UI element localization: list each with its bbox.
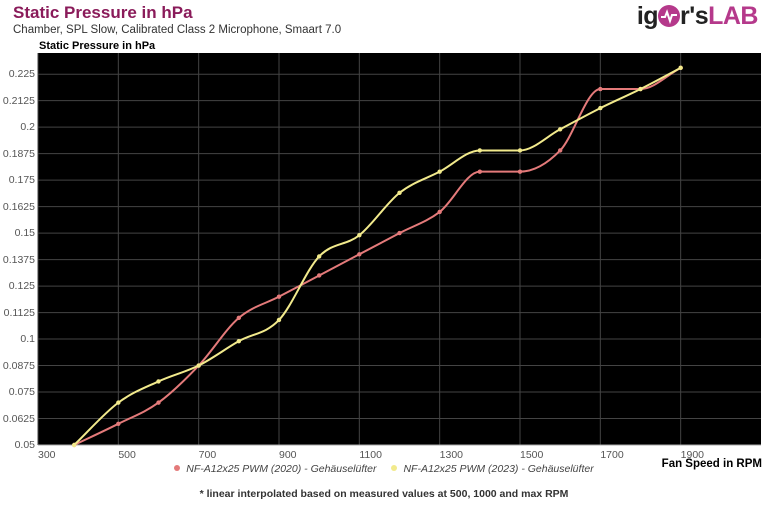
y-tick-label: 0.125 bbox=[8, 280, 35, 293]
logo-text-right: LAB bbox=[708, 2, 758, 30]
data-point[interactable] bbox=[437, 209, 442, 215]
x-tick-label: 700 bbox=[198, 449, 217, 461]
chart-title: Static Pressure in hPa bbox=[13, 3, 193, 22]
data-point[interactable] bbox=[71, 442, 77, 448]
data-point[interactable] bbox=[557, 127, 563, 132]
data-point[interactable] bbox=[316, 273, 322, 278]
data-point[interactable] bbox=[156, 400, 161, 405]
data-point[interactable] bbox=[316, 254, 322, 259]
y-tick-label: 0.15 bbox=[14, 227, 35, 240]
data-point[interactable] bbox=[276, 317, 282, 323]
data-point[interactable] bbox=[437, 169, 442, 174]
data-point[interactable] bbox=[557, 148, 563, 153]
y-tick-label: 0.2125 bbox=[2, 94, 35, 107]
data-point[interactable] bbox=[196, 363, 201, 368]
y-tick-label: 0.1125 bbox=[3, 306, 35, 319]
y-axis-label: Static Pressure in hPa bbox=[39, 40, 156, 52]
x-tick-label: 1100 bbox=[359, 449, 382, 461]
legend-marker-2020 bbox=[174, 465, 181, 471]
y-tick-label: 0.1625 bbox=[2, 200, 35, 213]
data-point[interactable] bbox=[517, 148, 523, 153]
y-tick-label: 0.075 bbox=[8, 386, 35, 399]
x-tick-label: 500 bbox=[118, 449, 136, 461]
x-axis-label: Fan Speed in RPM bbox=[661, 458, 762, 470]
data-point[interactable] bbox=[357, 252, 362, 257]
y-tick-label: 0.1875 bbox=[2, 147, 35, 160]
legend-item-2020[interactable]: NF-A12x25 PWM (2020) - Gehäuselüfter bbox=[174, 463, 377, 475]
data-point[interactable] bbox=[477, 169, 483, 174]
data-point[interactable] bbox=[477, 148, 483, 153]
data-point[interactable] bbox=[116, 421, 121, 427]
chart-subtitle: Chamber, SPL Slow, Calibrated Class 2 Mi… bbox=[13, 24, 342, 36]
legend-item-2023[interactable]: NF-A12x25 PWM (2023) - Gehäuselüfter bbox=[391, 463, 594, 475]
data-point[interactable] bbox=[598, 105, 603, 111]
data-point[interactable] bbox=[598, 86, 603, 92]
data-point[interactable] bbox=[236, 338, 242, 344]
data-point[interactable] bbox=[638, 86, 643, 92]
data-point[interactable] bbox=[397, 190, 402, 196]
y-tick-label: 0.2 bbox=[20, 121, 35, 134]
data-point[interactable] bbox=[156, 379, 161, 384]
logo-text-mid: r's bbox=[680, 2, 709, 30]
x-tick-label: 900 bbox=[279, 449, 297, 461]
data-point[interactable] bbox=[116, 400, 121, 405]
data-point[interactable] bbox=[678, 65, 683, 71]
y-tick-label: 0.05 bbox=[14, 439, 35, 451]
data-point[interactable] bbox=[236, 315, 242, 321]
x-tick-label: 1500 bbox=[520, 449, 544, 461]
x-tick-label: 300 bbox=[38, 449, 56, 461]
y-tick-label: 0.0875 bbox=[2, 359, 35, 372]
series-2023 bbox=[71, 65, 683, 448]
y-tick-label: 0.225 bbox=[8, 68, 35, 81]
igorslab-logo: ig r'sLAB bbox=[636, 2, 759, 31]
y-tick-label: 0.1 bbox=[20, 333, 35, 346]
legend-marker-2023 bbox=[391, 465, 398, 471]
x-tick-label: 1300 bbox=[439, 449, 464, 461]
footnote: * linear interpolated based on measured … bbox=[199, 488, 569, 500]
data-point[interactable] bbox=[517, 169, 523, 174]
data-point[interactable] bbox=[357, 233, 362, 238]
x-tick-label: 1900 bbox=[680, 449, 705, 461]
x-tick-label: 1700 bbox=[600, 449, 624, 461]
y-tick-label: 0.1375 bbox=[2, 253, 35, 266]
heartbeat-icon bbox=[658, 5, 681, 27]
data-point[interactable] bbox=[276, 294, 282, 299]
y-tick-label: 0.175 bbox=[8, 174, 35, 187]
logo-text-left: ig bbox=[636, 2, 659, 30]
legend: NF-A12x25 PWM (2020) - Gehäuselüfter NF-… bbox=[0, 463, 768, 475]
y-tick-label: 0.0625 bbox=[2, 412, 35, 425]
data-point[interactable] bbox=[397, 230, 402, 236]
